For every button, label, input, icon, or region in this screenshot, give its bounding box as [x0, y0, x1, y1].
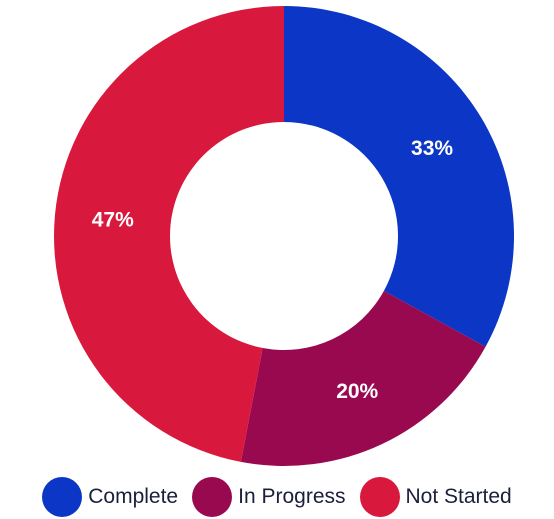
slice-not-started — [54, 6, 285, 462]
slice-label-not-started: 47% — [92, 208, 134, 231]
chart-legend: Complete In Progress Not Started — [0, 474, 554, 519]
donut-plot: 33% 20% 47% — [54, 6, 514, 466]
legend-swatch-not-started — [359, 476, 400, 517]
legend-swatch-complete — [42, 476, 83, 517]
legend-label-not-started: Not Started — [405, 484, 512, 508]
slice-label-in-progress: 20% — [336, 380, 378, 403]
slice-label-complete: 33% — [411, 137, 453, 160]
slice-complete — [284, 6, 514, 347]
legend-item-in-progress: In Progress — [192, 476, 346, 517]
slice-in-progress — [240, 290, 486, 466]
legend-item-complete: Complete — [42, 476, 179, 517]
legend-label-complete: Complete — [88, 484, 179, 508]
legend-swatch-in-progress — [192, 476, 233, 517]
legend-item-not-started: Not Started — [359, 476, 512, 517]
legend-label-in-progress: In Progress — [238, 484, 346, 508]
